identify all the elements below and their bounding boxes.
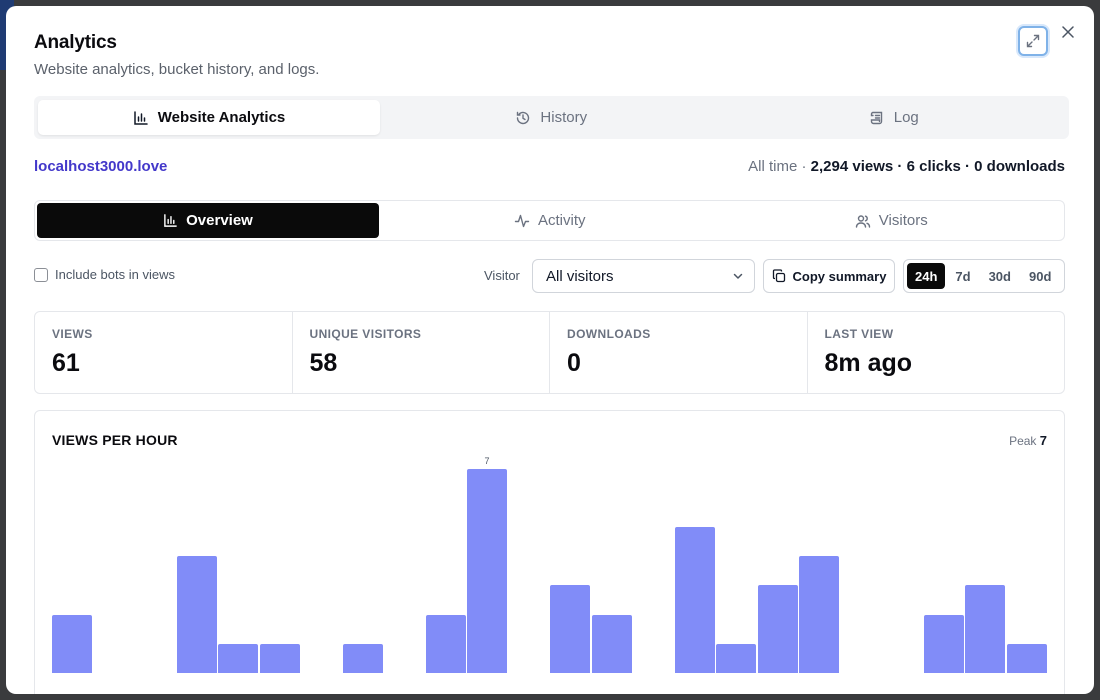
total-clicks: 6 clicks (906, 158, 961, 175)
tab-history[interactable]: History (380, 100, 723, 135)
range-30d[interactable]: 30d (988, 268, 1011, 284)
period-label: All time (748, 158, 798, 175)
copy-summary-button[interactable]: Copy summary (763, 259, 895, 293)
history-icon (517, 111, 530, 124)
tab-label: Overview (186, 212, 253, 229)
peak-label: Peak (1009, 434, 1037, 448)
sub-tab-bar: Overview Activity Visitors (34, 200, 1065, 241)
total-downloads: 0 downloads (974, 158, 1065, 175)
range-24h[interactable]: 24h (907, 263, 946, 289)
stat-last-view: LAST VIEW 8m ago (808, 312, 1065, 393)
stat-downloads: DOWNLOADS 0 (550, 312, 808, 393)
bar[interactable] (674, 527, 715, 673)
chevron-down-icon (733, 273, 743, 279)
stat-value: 0 (567, 349, 581, 377)
bar[interactable] (923, 614, 964, 673)
tab-activity[interactable]: Activity (379, 203, 721, 238)
visitor-selected-value: All visitors (546, 267, 614, 285)
time-range-selector: 24h 7d 30d 90d (903, 259, 1065, 293)
stat-label: DOWNLOADS (567, 327, 651, 341)
all-time-totals: All time · 2,294 views · 6 clicks · 0 do… (748, 158, 1065, 175)
tab-label: Visitors (878, 212, 928, 229)
bar[interactable] (52, 614, 92, 673)
activity-icon (514, 214, 530, 227)
stat-value: 61 (52, 349, 80, 377)
stat-value: 8m ago (824, 349, 913, 377)
visitor-label: Visitor (484, 268, 520, 283)
stat-unique-visitors: UNIQUE VISITORS 58 (293, 312, 550, 393)
copy-icon (772, 269, 785, 283)
site-link[interactable]: localhost3000.love (34, 158, 168, 175)
bar-data-label: 7 (484, 455, 490, 466)
stat-value: 58 (309, 349, 338, 377)
range-90d[interactable]: 90d (1028, 268, 1052, 284)
bar-chart-icon (133, 110, 148, 125)
bar[interactable] (467, 468, 507, 673)
expand-icon (1026, 34, 1040, 48)
users-icon (855, 214, 870, 228)
close-icon (1062, 26, 1074, 38)
stat-views: VIEWS 61 (35, 312, 293, 393)
bar[interactable] (757, 585, 798, 673)
stat-label: VIEWS (52, 327, 93, 341)
include-bots-label: Include bots in views (55, 267, 175, 282)
bar-chart-icon (164, 214, 177, 227)
views-per-hour-card: VIEWS PER HOUR Peak 7 7 (34, 410, 1065, 694)
scroll-icon (870, 111, 882, 124)
tab-overview[interactable]: Overview (37, 203, 379, 238)
main-tab-bar: Website Analytics History Log (34, 96, 1069, 139)
include-bots-checkbox[interactable] (34, 267, 48, 282)
tab-label: Website Analytics (157, 109, 286, 126)
chart-peak: Peak 7 (1009, 433, 1047, 448)
peak-value: 7 (1039, 433, 1047, 448)
bar[interactable] (218, 643, 258, 673)
bar[interactable] (716, 643, 756, 673)
stats-row: VIEWS 61 UNIQUE VISITORS 58 DOWNLOADS 0 … (34, 311, 1065, 394)
bar[interactable] (591, 614, 632, 673)
range-7d[interactable]: 7d (955, 268, 971, 284)
expand-button[interactable] (1018, 26, 1048, 56)
chart-title: VIEWS PER HOUR (52, 432, 178, 448)
tab-visitors[interactable]: Visitors (721, 203, 1063, 238)
total-views: 2,294 views (810, 158, 894, 175)
bar[interactable] (425, 614, 466, 673)
visitor-select[interactable]: All visitors (532, 259, 755, 293)
bar[interactable] (550, 585, 590, 673)
bar[interactable] (342, 643, 383, 673)
dialog-subtitle: Website analytics, bucket history, and l… (34, 61, 320, 78)
tab-log[interactable]: Log (723, 100, 1066, 135)
dialog-title: Analytics (34, 32, 117, 53)
analytics-dialog: Analytics Website analytics, bucket hist… (6, 6, 1094, 694)
tab-label: History (540, 109, 588, 126)
stat-label: UNIQUE VISITORS (309, 327, 422, 341)
bar[interactable] (259, 643, 300, 673)
tab-label: Log (893, 109, 919, 126)
tab-website-analytics[interactable]: Website Analytics (38, 100, 380, 135)
stat-label: LAST VIEW (824, 327, 894, 341)
bar[interactable] (1006, 643, 1047, 673)
chart-plot-area: 7 (52, 411, 1049, 673)
bar[interactable] (799, 556, 839, 673)
bar[interactable] (176, 556, 217, 673)
include-bots-toggle[interactable]: Include bots in views (34, 267, 175, 282)
copy-summary-label: Copy summary (792, 268, 887, 284)
close-button[interactable] (1058, 22, 1078, 42)
bar[interactable] (965, 585, 1005, 673)
tab-label: Activity (537, 212, 586, 229)
